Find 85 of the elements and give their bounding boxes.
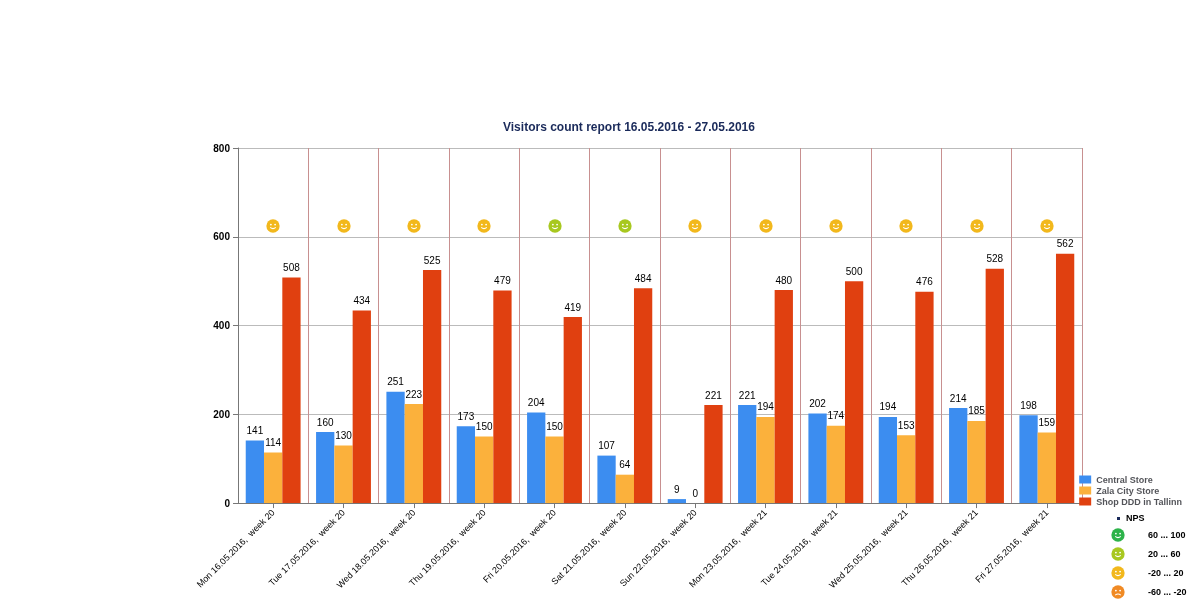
- bar: [597, 455, 616, 504]
- data-label: 221: [705, 389, 723, 401]
- bar: [949, 408, 968, 504]
- data-label: 141: [246, 425, 264, 437]
- data-label: 0: [692, 487, 699, 499]
- data-label: 194: [879, 401, 897, 413]
- bar: [475, 436, 494, 504]
- bar: [704, 405, 723, 504]
- y-tick-label: 800: [213, 142, 231, 154]
- data-label: 480: [775, 274, 793, 286]
- bar: [422, 270, 442, 504]
- bar: [1037, 432, 1056, 504]
- bar: [967, 420, 986, 504]
- bar: [756, 416, 775, 504]
- data-label: 185: [968, 405, 986, 417]
- bar: [633, 288, 653, 504]
- data-label: 173: [457, 410, 475, 422]
- data-label: 150: [475, 421, 493, 433]
- data-label: 153: [897, 419, 915, 431]
- data-label: 194: [757, 401, 775, 413]
- data-label: 434: [353, 294, 371, 306]
- bar: [844, 281, 864, 504]
- text: 60 ... 100: [1148, 529, 1186, 540]
- bar: [245, 440, 265, 504]
- bar: [493, 290, 512, 504]
- bar: [738, 405, 757, 504]
- bar: [404, 404, 423, 504]
- data-label: 198: [1020, 399, 1038, 411]
- data-label: 528: [986, 253, 1004, 265]
- data-label: 223: [405, 388, 423, 400]
- legend-label: Zala City Store: [1096, 485, 1160, 496]
- text: -20 ... 20: [1148, 567, 1184, 578]
- bar: [826, 425, 845, 504]
- data-label: 525: [423, 254, 441, 266]
- bar: [282, 277, 301, 504]
- data-label: 214: [949, 392, 967, 404]
- bar: [878, 416, 898, 504]
- y-tick-label: 0: [224, 497, 231, 509]
- bar: [615, 474, 634, 504]
- bar: [774, 290, 793, 504]
- bar: [985, 268, 1004, 504]
- bar: [334, 445, 353, 504]
- data-label: 64: [619, 459, 631, 471]
- text: 20 ... 60: [1148, 548, 1181, 559]
- bar: [667, 499, 687, 504]
- data-label: 251: [387, 376, 405, 388]
- bar: [386, 391, 405, 504]
- data-label: 174: [827, 410, 845, 422]
- data-label: 150: [546, 421, 564, 433]
- text: -60 ... -20: [1148, 586, 1187, 597]
- chart-title: Visitors count report 16.05.2016 - 27.05.2016: [503, 120, 756, 134]
- data-label: 114: [265, 437, 282, 448]
- bar: [563, 317, 582, 504]
- data-label: 130: [335, 429, 353, 441]
- legend-label: Central Store: [1096, 474, 1153, 485]
- data-label: 479: [494, 274, 512, 286]
- bar: [316, 432, 335, 504]
- bar: [1055, 253, 1075, 504]
- data-label: 562: [1056, 238, 1074, 250]
- legend-label: Shop DDD in Tallinn: [1096, 496, 1182, 507]
- data-label: 107: [598, 440, 616, 452]
- data-label: 9: [674, 483, 681, 495]
- bar: [1019, 415, 1038, 504]
- bar: [352, 310, 371, 504]
- data-label: 500: [845, 265, 863, 277]
- data-label: 160: [316, 416, 334, 428]
- data-label: 202: [809, 397, 827, 409]
- data-label: 484: [634, 272, 652, 284]
- text: NPS: [1126, 513, 1145, 523]
- bar: [915, 291, 934, 504]
- y-tick-label: 600: [213, 231, 231, 243]
- data-label: 159: [1038, 417, 1056, 429]
- bar: [456, 426, 476, 504]
- data-label: 476: [916, 276, 934, 288]
- data-label: 419: [564, 301, 582, 313]
- data-label: 204: [527, 397, 545, 409]
- y-tick-label: 400: [213, 320, 231, 332]
- bar: [897, 435, 916, 504]
- data-label: 508: [283, 262, 301, 274]
- data-label: 221: [738, 389, 756, 401]
- bar: [808, 413, 827, 504]
- y-tick-label: 200: [213, 408, 231, 420]
- bar: [527, 412, 546, 504]
- bar: [545, 436, 564, 504]
- bar: [264, 452, 283, 504]
